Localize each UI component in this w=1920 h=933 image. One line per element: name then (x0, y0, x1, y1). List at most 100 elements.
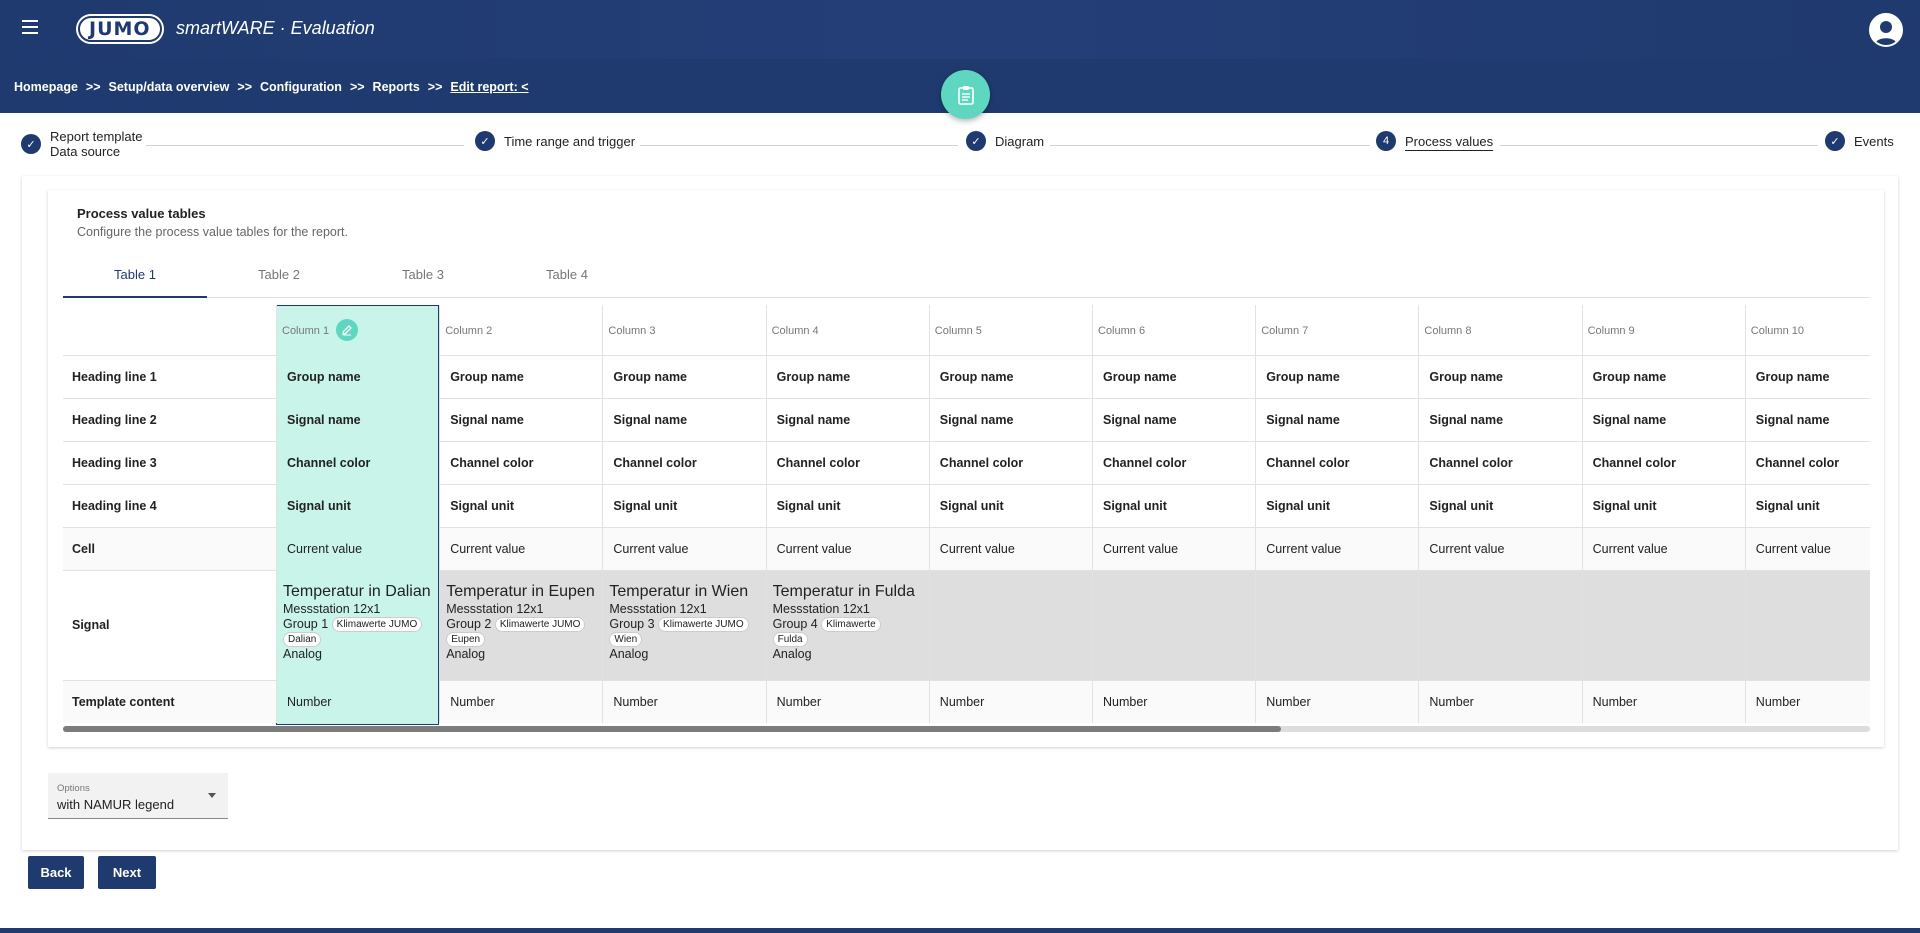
table-cell[interactable]: Number (1255, 680, 1418, 723)
signal-cell[interactable] (928, 570, 1092, 680)
table-cell[interactable]: Current value (439, 527, 602, 570)
table-cell[interactable]: Current value (1744, 527, 1870, 570)
table-cell[interactable]: Channel color (1255, 441, 1418, 484)
table-cell[interactable]: Signal unit (1092, 484, 1255, 527)
column-header[interactable]: Column 5 (928, 305, 1092, 355)
table-cell[interactable]: Number (276, 680, 439, 723)
table-cell[interactable]: Number (1418, 680, 1581, 723)
column-header[interactable]: Column 6 (1092, 305, 1255, 355)
table-cell[interactable]: Signal name (602, 398, 765, 441)
table-cell[interactable]: Channel color (602, 441, 765, 484)
table-cell[interactable]: Signal unit (928, 484, 1092, 527)
signal-cell[interactable] (1255, 570, 1418, 680)
table-cell[interactable]: Channel color (439, 441, 602, 484)
table-cell[interactable]: Signal name (928, 398, 1092, 441)
column-header[interactable]: Column 3 (602, 305, 765, 355)
table-cell[interactable]: Current value (1092, 527, 1255, 570)
signal-cell[interactable] (1581, 570, 1745, 680)
table-cell[interactable]: Current value (1418, 527, 1581, 570)
breadcrumb-current[interactable]: Edit report: < (450, 80, 529, 94)
table-cell[interactable]: Channel color (1581, 441, 1745, 484)
table-cell[interactable]: Signal unit (1744, 484, 1870, 527)
table-cell[interactable]: Current value (928, 527, 1092, 570)
tab-table-3[interactable]: Table 3 (402, 267, 444, 282)
table-cell[interactable]: Current value (276, 527, 439, 570)
table-cell[interactable]: Group name (765, 355, 929, 398)
step-events[interactable]: ✓ Events (1825, 131, 1894, 151)
breadcrumb-configuration[interactable]: Configuration (260, 80, 342, 94)
edit-column-button[interactable] (336, 319, 358, 341)
tab-table-4[interactable]: Table 4 (546, 267, 588, 282)
table-cell[interactable]: Channel color (928, 441, 1092, 484)
table-cell[interactable]: Group name (1092, 355, 1255, 398)
table-cell[interactable]: Signal name (1255, 398, 1418, 441)
signal-cell[interactable]: Temperatur in Fulda Messstation 12x1 Group… (765, 570, 929, 680)
signal-cell[interactable] (1092, 570, 1255, 680)
table-cell[interactable]: Group name (602, 355, 765, 398)
table-cell[interactable]: Number (439, 680, 602, 723)
table-cell[interactable]: Channel color (765, 441, 929, 484)
table-cell[interactable]: Number (602, 680, 765, 723)
table-cell[interactable]: Number (928, 680, 1092, 723)
table-cell[interactable]: Group name (276, 355, 439, 398)
options-select[interactable]: Options with NAMUR legend (48, 773, 228, 819)
user-avatar-icon[interactable] (1869, 13, 1903, 47)
breadcrumb-reports[interactable]: Reports (372, 80, 420, 94)
table-cell[interactable]: Signal name (439, 398, 602, 441)
step-report-template[interactable]: ✓ Report template Data source (21, 129, 143, 159)
column-header[interactable]: Column 7 (1255, 305, 1418, 355)
table-cell[interactable]: Channel color (1418, 441, 1581, 484)
back-button[interactable]: Back (28, 856, 84, 889)
column-header[interactable]: Column 2 (439, 305, 602, 355)
table-cell[interactable]: Signal name (1581, 398, 1745, 441)
table-cell[interactable]: Signal unit (765, 484, 929, 527)
next-button[interactable]: Next (98, 856, 156, 889)
step-time-range[interactable]: ✓ Time range and trigger (475, 131, 635, 151)
table-cell[interactable]: Group name (1418, 355, 1581, 398)
table-cell[interactable]: Current value (602, 527, 765, 570)
column-header[interactable]: Column 1 (276, 305, 439, 355)
table-cell[interactable]: Signal name (276, 398, 439, 441)
table-cell[interactable]: Signal name (1092, 398, 1255, 441)
table-cell[interactable]: Current value (1581, 527, 1745, 570)
table-cell[interactable]: Channel color (1092, 441, 1255, 484)
table-cell[interactable]: Group name (1581, 355, 1745, 398)
signal-cell[interactable]: Temperatur in Dalian Messstation 12x1 Grou… (276, 570, 439, 680)
scrollbar-thumb[interactable] (63, 726, 1281, 732)
table-cell[interactable]: Number (1581, 680, 1745, 723)
table-cell[interactable]: Signal unit (1418, 484, 1581, 527)
table-cell[interactable]: Number (1092, 680, 1255, 723)
table-cell[interactable]: Channel color (1744, 441, 1870, 484)
table-cell[interactable]: Group name (439, 355, 602, 398)
table-cell[interactable]: Number (765, 680, 929, 723)
table-cell[interactable]: Signal unit (1581, 484, 1745, 527)
table-cell[interactable]: Group name (928, 355, 1092, 398)
tab-table-2[interactable]: Table 2 (258, 267, 300, 282)
column-header[interactable]: Column 4 (765, 305, 929, 355)
breadcrumb-homepage[interactable]: Homepage (14, 80, 78, 94)
table-cell[interactable]: Signal unit (602, 484, 765, 527)
table-cell[interactable]: Signal unit (439, 484, 602, 527)
table-cell[interactable]: Group name (1255, 355, 1418, 398)
column-header[interactable]: Column 8 (1418, 305, 1581, 355)
signal-cell[interactable] (1418, 570, 1581, 680)
step-diagram[interactable]: ✓ Diagram (966, 131, 1044, 151)
table-cell[interactable]: Number (1744, 680, 1870, 723)
table-cell[interactable]: Group name (1744, 355, 1870, 398)
tab-table-1[interactable]: Table 1 (63, 262, 207, 298)
menu-icon[interactable] (22, 20, 44, 38)
table-cell[interactable]: Signal unit (1255, 484, 1418, 527)
signal-cell[interactable]: Temperatur in Wien Messstation 12x1 Group … (602, 570, 765, 680)
table-cell[interactable]: Signal name (765, 398, 929, 441)
clipboard-fab-button[interactable] (941, 70, 990, 119)
table-cell[interactable]: Signal unit (276, 484, 439, 527)
table-cell[interactable]: Channel color (276, 441, 439, 484)
signal-cell[interactable]: Temperatur in Eupen Messstation 12x1 Group… (439, 570, 602, 680)
step-process-values[interactable]: 4 Process values (1376, 131, 1493, 151)
table-cell[interactable]: Current value (1255, 527, 1418, 570)
column-header[interactable]: Column 9 (1581, 305, 1745, 355)
table-cell[interactable]: Signal name (1744, 398, 1870, 441)
column-header[interactable]: Column 10 (1744, 305, 1870, 355)
table-cell[interactable]: Signal name (1418, 398, 1581, 441)
breadcrumb-setup[interactable]: Setup/data overview (108, 80, 230, 94)
